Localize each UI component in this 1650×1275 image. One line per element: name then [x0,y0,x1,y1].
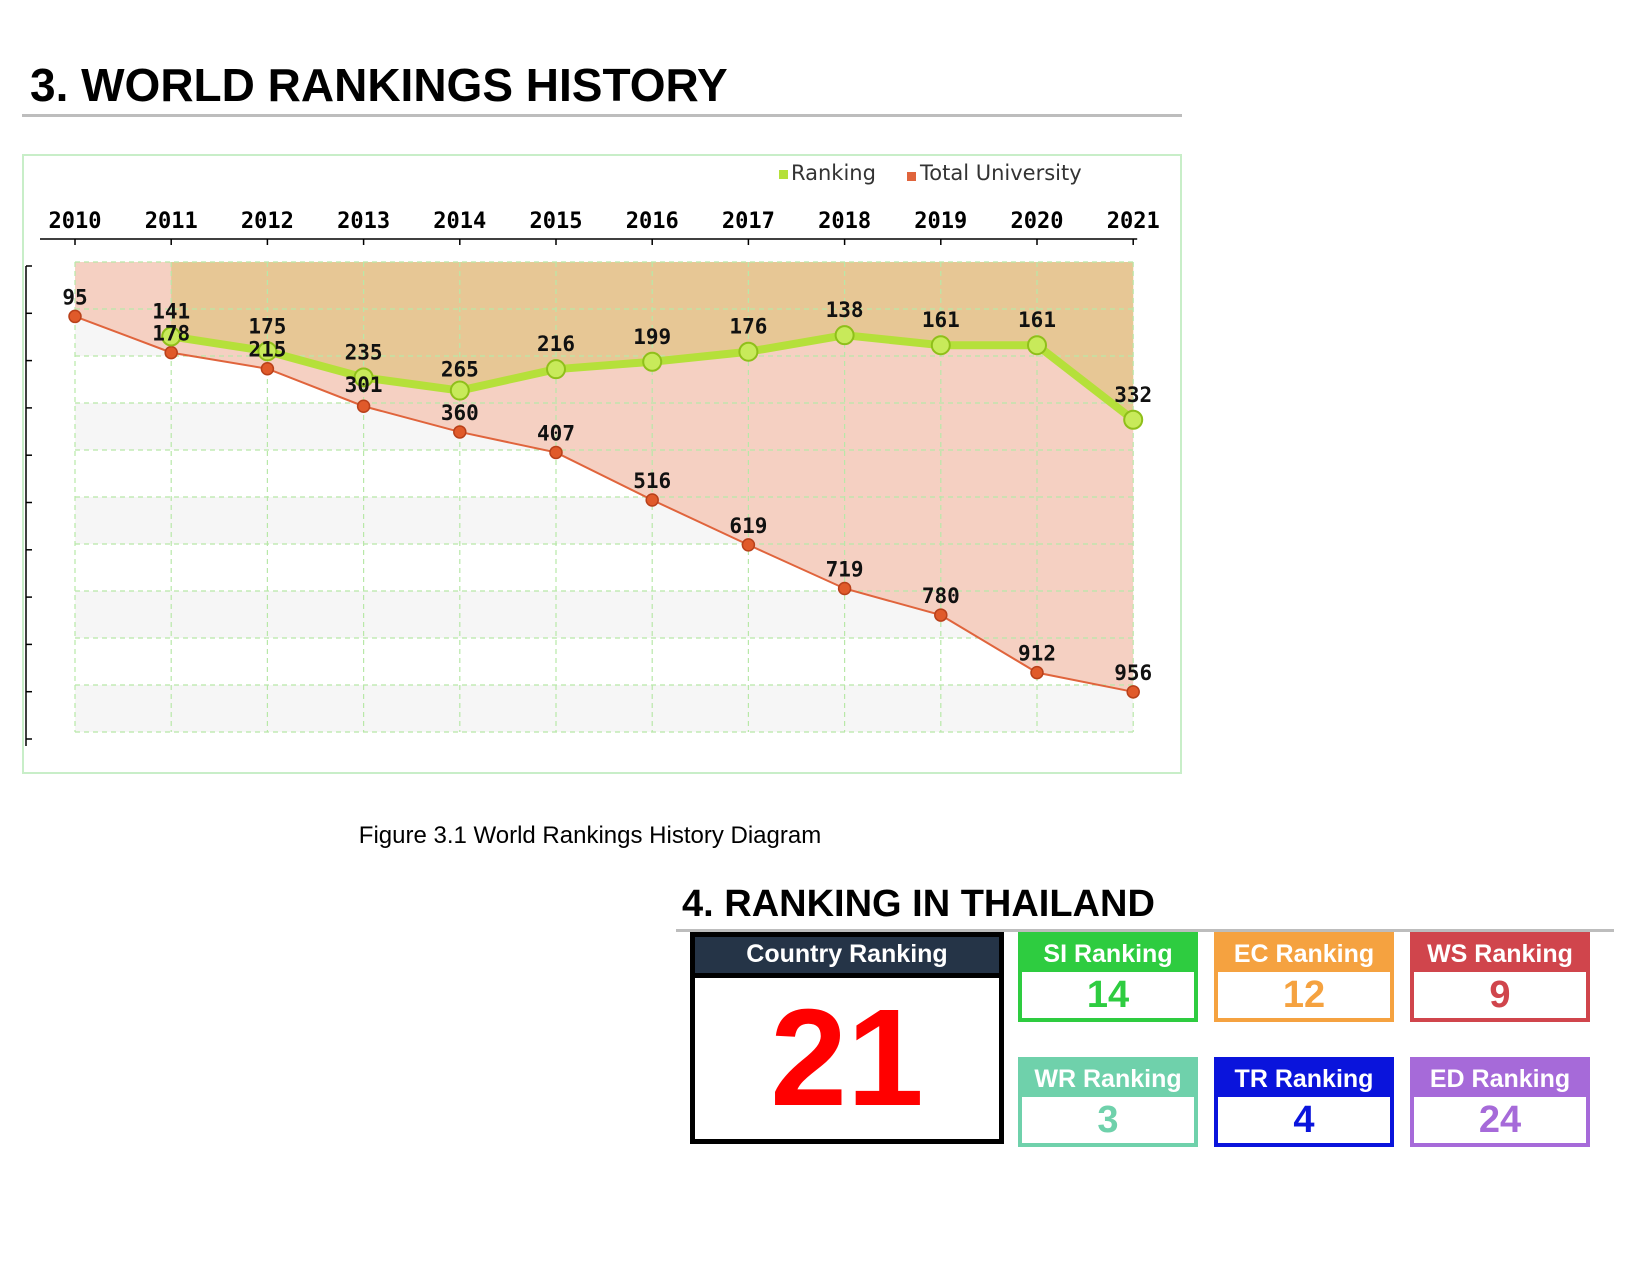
total-university-data-label: 956 [1114,661,1152,685]
x-tick-label: 2017 [722,209,775,234]
ranking-data-label: 216 [537,332,575,356]
x-tick-label: 2016 [626,209,679,234]
total-university-point [1126,685,1140,699]
total-university-line [74,315,1134,693]
total-university-point [837,581,852,596]
ranking-point [738,341,759,362]
ranking-point [353,367,374,388]
ranking-point [834,325,855,346]
ranking-card-label: EC Ranking [1218,936,1390,972]
total-university-data-label: 360 [441,401,479,425]
total-university-data-label: 516 [633,469,671,493]
ranking-card-value: 14 [1086,974,1130,1016]
total-university-data-label: 178 [152,322,190,346]
country-ranking-label: Country Ranking [695,937,999,978]
ranking-point [1027,335,1047,356]
x-tick-label: 2019 [914,209,967,234]
ranking-card-si: SI Ranking 14 [1018,932,1198,1022]
ranking-point [161,326,182,347]
ranking-card-value: 12 [1282,974,1326,1016]
ranking-data-label: 332 [1114,383,1152,407]
ranking-data-label: 265 [441,358,479,382]
ranking-data-label: 235 [345,340,383,364]
ranking-data-label: 141 [152,299,190,323]
x-tick-label: 2014 [433,209,486,234]
total-university-data-label: 407 [537,421,575,445]
ranking-point [642,351,663,372]
ranking-card-value: 4 [1293,1099,1315,1141]
legend-label-ranking: Ranking [791,161,876,185]
legend-swatch-ranking [779,170,788,179]
section-3-heading: 3. WORLD RANKINGS HISTORY [30,59,728,111]
ranking-card-label: SI Ranking [1022,936,1194,972]
total-university-data-label: 215 [248,338,286,362]
x-tick-label: 2020 [1011,209,1064,234]
grid-band [75,685,1134,732]
chart-svg: 2010 2011 2012 2013 2014 2015 2016 2017 2018 2019… [25,161,1160,746]
ranking-point [546,359,566,380]
ranking-card-ws: WS Ranking 9 [1410,932,1590,1022]
legend-label-total-university: Total University [919,161,1082,185]
ranking-card-label: WR Ranking [1022,1061,1194,1097]
x-tick-label: 2012 [241,209,294,234]
ranking-data-label: 161 [1018,308,1056,332]
section-3-divider [22,114,1182,117]
total-university-point [549,445,563,460]
ranking-card-value: 3 [1097,1099,1119,1141]
legend-swatch-total-university [907,172,916,181]
ranking-point [449,380,470,401]
ranking-card-label: ED Ranking [1414,1061,1586,1097]
ranking-card-tr: TR Ranking 4 [1214,1057,1394,1147]
ranking-card-value: 9 [1489,974,1511,1016]
ranking-point [257,341,278,362]
ranking-card-label: TR Ranking [1218,1061,1390,1097]
x-tick-label: 2015 [530,209,583,234]
total-university-point [68,309,82,324]
x-tick-label: 2018 [818,209,871,234]
total-university-point [741,538,756,552]
grid-band [75,638,1134,685]
world-rankings-chart: 2010 2011 2012 2013 2014 2015 2016 2017 2018 2019… [22,154,1182,774]
total-university-data-label: 95 [62,285,87,309]
ranking-card-label: WS Ranking [1414,936,1586,972]
total-university-data-label: 301 [345,373,383,397]
total-university-point [934,608,948,622]
ranking-card-ec: EC Ranking 12 [1214,932,1394,1022]
x-tick-label: 2011 [145,209,198,234]
total-university-point [1030,665,1044,680]
ranking-point [1123,409,1144,430]
section-4-divider [676,929,1614,932]
total-university-point [260,361,275,376]
x-tick-label: 2021 [1107,209,1160,234]
x-tick-label: 2013 [337,209,390,234]
total-university-data-label: 912 [1018,642,1056,666]
ranking-card-wr: WR Ranking 3 [1018,1057,1198,1147]
ranking-card-value: 24 [1478,1099,1522,1141]
country-ranking-card: Country Ranking 21 [690,932,1004,1144]
total-university-point [356,399,371,413]
total-university-data-label: 619 [729,514,767,538]
x-tick-label: 2010 [49,209,102,234]
ranking-data-label: 176 [729,315,767,339]
total-university-data-label: 719 [826,557,864,581]
total-university-point [164,345,178,360]
section-4-heading: 4. RANKING IN THAILAND [682,883,1155,925]
ranking-data-label: 199 [633,325,671,349]
total-university-point [645,493,659,507]
ranking-point [930,335,951,356]
ranking-data-label: 161 [922,308,960,332]
ranking-data-label: 138 [826,298,864,322]
ranking-card-ed: ED Ranking 24 [1410,1057,1590,1147]
figure-caption: Figure 3.1 World Rankings History Diagra… [358,822,822,849]
total-university-data-label: 780 [922,584,960,608]
total-university-point [453,425,467,439]
ranking-data-label: 175 [248,314,286,338]
country-ranking-value: 21 [770,981,924,1135]
